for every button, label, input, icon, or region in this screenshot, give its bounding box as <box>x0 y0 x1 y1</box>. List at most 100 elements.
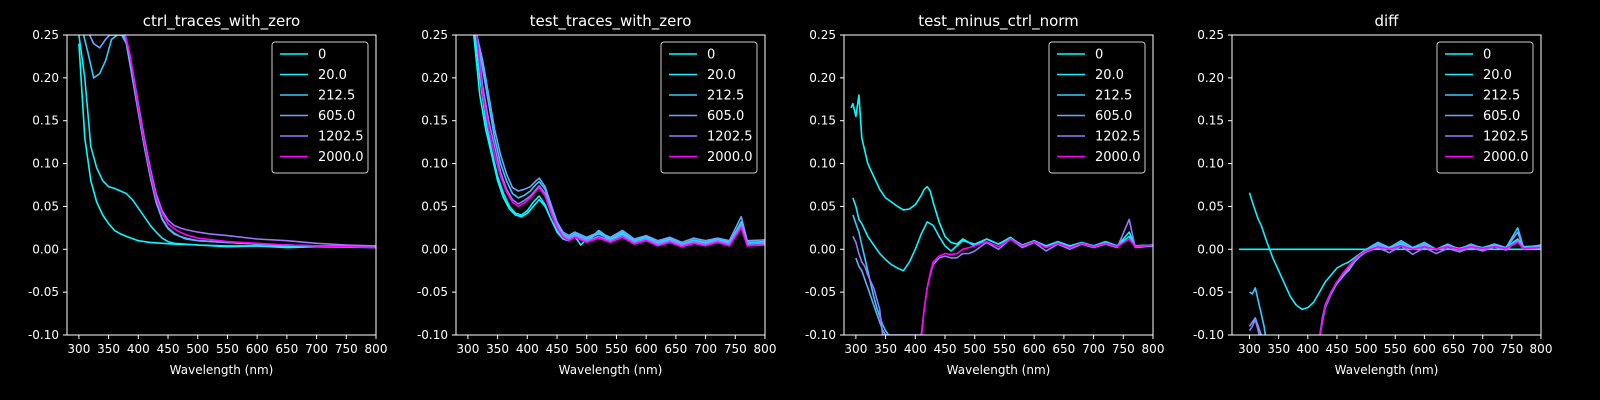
y-tick-label: 0.00 <box>421 242 448 256</box>
y-tick-label: 0.10 <box>421 157 448 171</box>
legend-label: 1202.5 <box>1095 130 1141 145</box>
chart-title: ctrl_traces_with_zero <box>143 12 300 31</box>
series-line-0 <box>78 43 376 249</box>
x-axis-label: Wavelength (nm) <box>1335 363 1439 377</box>
x-tick-label: 300 <box>67 342 90 356</box>
x-tick-label: 450 <box>1325 342 1348 356</box>
x-tick-label: 750 <box>335 342 358 356</box>
x-tick-label: 600 <box>1023 342 1046 356</box>
y-tick-label: 0.20 <box>809 71 836 85</box>
x-tick-label: 700 <box>305 342 328 356</box>
legend-label: 20.0 <box>1483 68 1512 83</box>
x-tick-label: 300 <box>1238 342 1261 356</box>
y-tick-label: 0.15 <box>809 114 836 128</box>
x-tick-label: 400 <box>127 342 150 356</box>
series-group <box>473 35 765 248</box>
y-tick-label: 0.10 <box>809 157 836 171</box>
y-tick-label: -0.10 <box>805 328 836 342</box>
chart-panel-4: diff -0.10 -0.05 0.00 0.05 0.10 0.15 0.20 0.25 30… <box>1193 12 1553 377</box>
legend-label: 20.0 <box>707 68 736 83</box>
series-line-1202.5 <box>852 218 1153 335</box>
x-tick-label: 500 <box>186 342 209 356</box>
y-tick-label: 0.10 <box>32 157 59 171</box>
y-tick-label: 0.20 <box>1197 71 1224 85</box>
chart-panel-3: test_minus_ctrl_norm -0.10 -0.05 0.00 0.05 0.… <box>805 12 1165 377</box>
plot-frame <box>1231 34 1542 336</box>
y-tick-label: 0.25 <box>809 28 836 42</box>
plot-frame <box>843 34 1154 336</box>
x-tick-label: 450 <box>157 342 180 356</box>
y-tick-label: 0.25 <box>32 28 59 42</box>
legend-label: 605.0 <box>318 109 355 124</box>
legend-label: 2000.0 <box>1095 150 1141 165</box>
series-line-2000.0 <box>124 35 376 249</box>
series-group <box>1239 192 1541 335</box>
x-tick-label: 400 <box>1296 342 1319 356</box>
x-tick-label: 400 <box>516 342 539 356</box>
x-tick-label: 350 <box>97 342 120 356</box>
legend-label: 20.0 <box>1095 68 1124 83</box>
legend-label: 0 <box>707 48 715 63</box>
x-tick-label: 700 <box>1082 342 1105 356</box>
legend-label: 2000.0 <box>318 150 364 165</box>
x-tick-label: 400 <box>904 342 927 356</box>
x-tick-label: 550 <box>1384 342 1407 356</box>
series-line-20.0 <box>852 197 1153 272</box>
series-line-212.5 <box>476 35 765 245</box>
y-tick-label: 0.15 <box>421 114 448 128</box>
x-tick-label: 650 <box>275 342 298 356</box>
legend: 0 20.0 212.5 605.0 1202.5 2000.0 <box>1048 41 1146 174</box>
y-tick-label: 0.05 <box>809 199 836 213</box>
y-tick-label: 0.15 <box>1197 114 1224 128</box>
legend-label: 212.5 <box>707 89 744 104</box>
x-tick-label: 550 <box>993 342 1016 356</box>
chart-panel-1: ctrl_traces_with_zero -0.10 -0.05 0.00 0.05 0… <box>28 12 388 377</box>
x-tick-label: 350 <box>874 342 897 356</box>
series-line-1202.5 <box>1248 239 1541 335</box>
x-tick-label: 750 <box>724 342 747 356</box>
x-tick-label: 350 <box>486 342 509 356</box>
series-line-2000.0 <box>1319 241 1541 335</box>
legend-label: 0 <box>1483 48 1491 63</box>
legend-label: 605.0 <box>1095 109 1132 124</box>
plot-frame <box>455 34 766 336</box>
x-tick-label: 500 <box>1355 342 1378 356</box>
series-line-2000.0 <box>920 238 1153 335</box>
x-axis-label: Wavelength (nm) <box>170 363 274 377</box>
legend-label: 1202.5 <box>707 130 753 145</box>
x-tick-label: 450 <box>934 342 957 356</box>
y-tick-label: 0.00 <box>809 242 836 256</box>
x-tick-label: 450 <box>546 342 569 356</box>
series-line-212.5 <box>852 214 890 335</box>
y-tick-label: -0.10 <box>1193 328 1224 342</box>
y-tick-label: 0.25 <box>1197 28 1224 42</box>
series-line-212.5 <box>1249 227 1541 335</box>
y-tick-label: 0.20 <box>421 71 448 85</box>
y-tick-label: 0.25 <box>421 28 448 42</box>
y-tick-label: -0.05 <box>1193 285 1224 299</box>
x-tick-label: 650 <box>664 342 687 356</box>
x-tick-label: 800 <box>754 342 777 356</box>
y-tick-label: 0.15 <box>32 114 59 128</box>
legend-label: 212.5 <box>1095 89 1132 104</box>
x-tick-label: 500 <box>963 342 986 356</box>
x-tick-label: 750 <box>1500 342 1523 356</box>
x-tick-label: 600 <box>635 342 658 356</box>
x-tick-label: 650 <box>1442 342 1465 356</box>
legend-label: 1202.5 <box>318 130 364 145</box>
x-tick-label: 800 <box>365 342 388 356</box>
legend-label: 0 <box>1095 48 1103 63</box>
x-tick-label: 800 <box>1142 342 1165 356</box>
y-tick-label: -0.05 <box>805 285 836 299</box>
plot-frame <box>66 34 377 336</box>
legend-label: 0 <box>318 48 326 63</box>
y-tick-label: -0.05 <box>28 285 59 299</box>
legend: 0 20.0 212.5 605.0 1202.5 2000.0 <box>1436 41 1534 174</box>
x-tick-label: 300 <box>844 342 867 356</box>
legend-label: 212.5 <box>1483 89 1520 104</box>
x-tick-label: 700 <box>1471 342 1494 356</box>
x-tick-label: 500 <box>575 342 598 356</box>
series-line-2000.0 <box>476 35 765 248</box>
x-tick-label: 700 <box>694 342 717 356</box>
y-tick-label: 0.00 <box>1197 242 1224 256</box>
